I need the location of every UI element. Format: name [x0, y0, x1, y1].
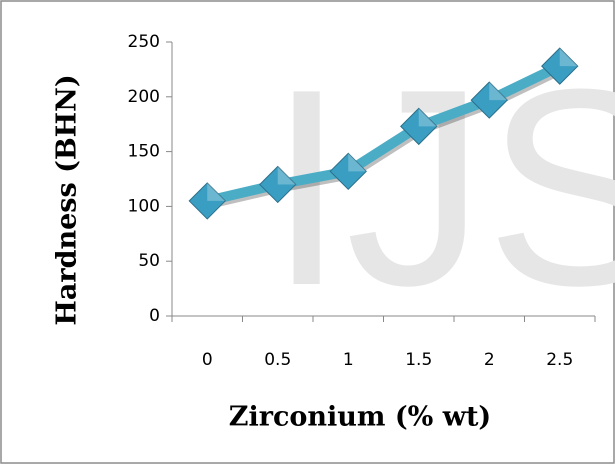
y-tick-label: 150 — [128, 142, 160, 162]
y-axis-title: Hardness (BHN) — [52, 74, 83, 325]
marker — [188, 182, 226, 220]
x-tick-label: 1 — [343, 350, 354, 370]
y-tick-label: 250 — [128, 32, 160, 52]
marker-highlight — [348, 153, 367, 172]
marker-highlight — [489, 82, 508, 101]
marker-highlight — [559, 48, 578, 67]
x-tick-label: 1.5 — [405, 350, 432, 370]
marker — [259, 165, 297, 204]
marker — [470, 81, 508, 119]
y-tick-label: 50 — [138, 251, 160, 271]
y-tick-label: 200 — [128, 87, 160, 107]
marker-highlight — [207, 182, 226, 201]
x-axis-title: Zirconium (% wt) — [229, 402, 491, 433]
marker-highlight — [277, 166, 296, 185]
x-tick-label: 0 — [202, 350, 213, 370]
y-tick-label: 0 — [149, 306, 160, 326]
marker — [541, 47, 579, 85]
marker-highlight — [418, 108, 437, 127]
watermark: IJS — [268, 32, 615, 344]
marker — [329, 152, 367, 191]
x-tick-label: 2 — [484, 350, 495, 370]
y-tick-label: 100 — [128, 196, 160, 216]
x-tick-label: 0.5 — [264, 350, 291, 370]
x-tick-label: 2.5 — [546, 350, 573, 370]
marker — [400, 107, 438, 146]
